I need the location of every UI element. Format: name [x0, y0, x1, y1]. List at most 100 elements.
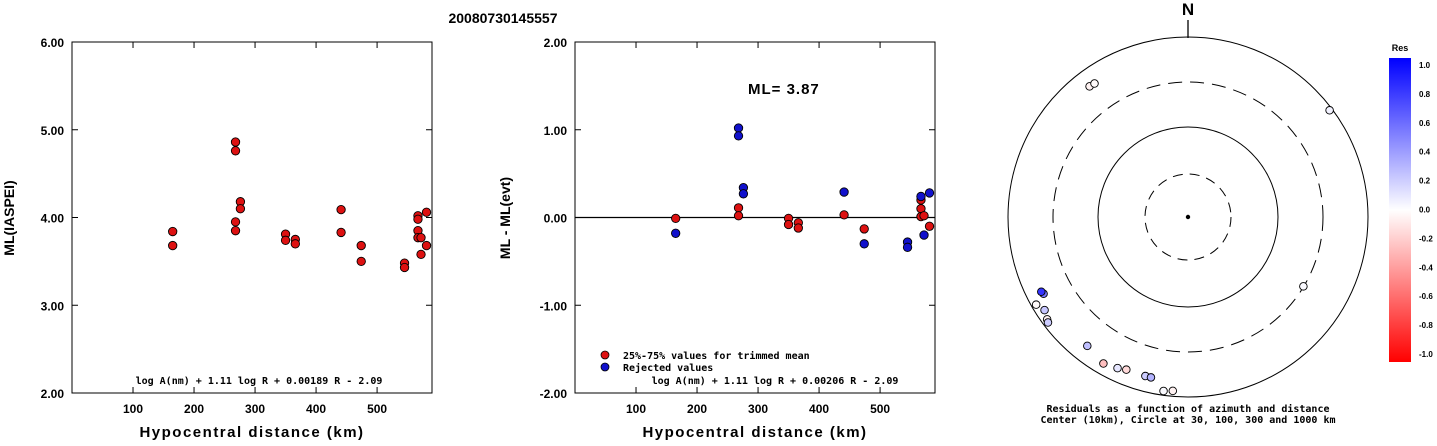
left-y-tick-label: 5.00: [41, 124, 65, 138]
colorbar-tick-label: 1.0: [1419, 61, 1431, 70]
middle-y-tick-label: -1.00: [540, 299, 568, 313]
legend-marker-trimmed: [600, 350, 610, 360]
legend-marker-rejected: [600, 362, 610, 372]
polar-caption-line-1: Residuals as a function of azimuth and d…: [1047, 403, 1330, 415]
left-y-axis-label: ML(IASPEI): [1, 180, 17, 255]
station-residual-point: [1113, 363, 1122, 373]
middle-point: [733, 211, 744, 221]
colorbar-tick-label: 0.8: [1419, 90, 1431, 99]
middle-x-tick-label: 200: [687, 402, 707, 416]
left-point: [413, 214, 423, 224]
station-residual-point: [1146, 373, 1156, 382]
colorbar-tick-label: 0.4: [1419, 148, 1431, 157]
left-point: [230, 226, 241, 236]
middle-x-tick-label: 500: [870, 402, 890, 416]
middle-point: [733, 203, 744, 213]
colorbar-tick-label: 0.6: [1419, 119, 1431, 128]
middle-point: [839, 187, 849, 197]
middle-point: [839, 210, 849, 220]
middle-point: [733, 131, 744, 141]
left-x-tick-label: 500: [367, 402, 387, 416]
ring-30km: [1144, 173, 1232, 261]
left-y-tick-label: 4.00: [41, 212, 65, 226]
residual-colorbar: Res 1.0 0.8 0.6 0.4 0.2 0.0 -0.2 -0.4 -0.6 -0.8 -1…: [1389, 43, 1433, 362]
colorbar-gradient: [1389, 58, 1411, 362]
middle-y-tick-label: 1.00: [544, 124, 568, 138]
station-residuals: [1031, 79, 1334, 396]
left-point: [421, 240, 432, 251]
middle-data-points: [671, 123, 935, 252]
station-residual-point: [1168, 386, 1178, 396]
left-data-points: [168, 137, 432, 273]
middle-x-tick-label: 300: [748, 402, 768, 416]
middle-point: [671, 213, 681, 224]
left-point: [356, 256, 366, 267]
left-point: [416, 233, 426, 243]
figure-title: 20080730145557: [448, 10, 557, 26]
left-point: [290, 239, 300, 249]
station-residual-point: [1090, 79, 1099, 88]
left-point: [416, 249, 426, 260]
middle-point: [919, 230, 929, 240]
left-x-tick-label: 200: [184, 402, 204, 416]
left-point: [168, 226, 178, 237]
left-y-tick-label: 2.00: [41, 387, 65, 401]
colorbar-labels: 1.0 0.8 0.6 0.4 0.2 0.0 -0.2 -0.4 -0.6 -0.8 -1.0: [1419, 61, 1433, 359]
station-residual-point: [1031, 300, 1041, 309]
middle-legend: 25%-75% values for trimmed mean Rejected…: [600, 350, 810, 374]
station-residual-point: [1040, 305, 1049, 315]
station-residual-point: [1159, 386, 1168, 396]
station-residual-point: [1037, 287, 1046, 297]
ml-annotation: ML= 3.87: [748, 81, 820, 98]
station-residual-point: [1325, 106, 1334, 115]
north-label: N: [1182, 0, 1194, 19]
station-residual-point: [1122, 365, 1131, 374]
colorbar-tick-label: -0.8: [1419, 321, 1433, 330]
left-x-tick-label: 300: [245, 402, 265, 416]
middle-point: [902, 242, 913, 252]
middle-x-tick-label: 100: [626, 402, 646, 416]
left-formula: log A(nm) + 1.11 log R + 0.00189 R - 2.0…: [136, 376, 383, 387]
station-residual-point: [1043, 318, 1053, 327]
epicenter-dot: [1185, 214, 1191, 220]
left-y-tick-label: 3.00: [41, 299, 65, 313]
middle-point: [738, 189, 749, 199]
colorbar-tick-label: -0.6: [1419, 292, 1433, 301]
polar-caption-line-2: Center (10km), Circle at 30, 100, 300 an…: [1040, 414, 1335, 426]
azimuth-residual-plot: N Residuals as a function of azimuth and…: [1007, 0, 1369, 426]
left-point: [280, 235, 291, 245]
middle-point: [783, 219, 794, 230]
left-point: [336, 204, 346, 215]
left-x-tick-label: 100: [123, 402, 143, 416]
middle-point: [733, 123, 744, 133]
left-point: [230, 217, 241, 227]
ring-300km: [1052, 81, 1324, 353]
middle-point: [859, 224, 869, 234]
left-x-tick-label: 400: [306, 402, 326, 416]
colorbar-tick-label: -0.2: [1419, 234, 1433, 243]
colorbar-tick-label: -1.0: [1419, 350, 1433, 359]
left-point: [356, 240, 366, 251]
middle-x-axis-label: Hypocentral distance (km): [642, 424, 867, 441]
left-plot: 100 200 300 400 500 2.00 3.00 4.00 5.00 6.00 log …: [1, 36, 433, 441]
colorbar-title: Res: [1392, 43, 1409, 53]
left-point: [399, 262, 410, 273]
left-point: [230, 137, 241, 147]
middle-y-tick-label: -2.00: [540, 387, 568, 401]
middle-point: [859, 239, 869, 249]
left-x-axis-label: Hypocentral distance (km): [139, 424, 364, 441]
left-point: [336, 227, 346, 238]
middle-point: [916, 191, 926, 202]
colorbar-tick-label: -0.4: [1419, 263, 1433, 272]
middle-y-tick-label: 2.00: [544, 36, 568, 50]
left-axis-ticks: 100 200 300 400 500 2.00 3.00 4.00 5.00 6.00: [41, 36, 432, 416]
middle-axis-ticks: 100 200 300 400 500 -2.00 -1.00 0.00 1.00 2.00: [540, 36, 935, 416]
left-point: [230, 146, 241, 156]
left-y-tick-label: 6.00: [41, 36, 65, 50]
middle-point: [919, 211, 929, 221]
station-residual-point: [1099, 359, 1108, 368]
left-point: [235, 204, 246, 214]
middle-y-tick-label: 0.00: [544, 212, 568, 226]
legend-label-rejected: Rejected values: [623, 362, 713, 374]
